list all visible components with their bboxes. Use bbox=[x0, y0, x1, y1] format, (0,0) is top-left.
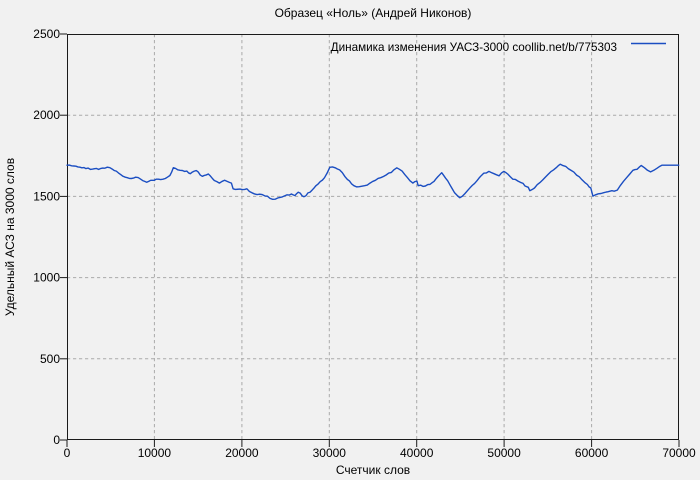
svg-text:1500: 1500 bbox=[33, 189, 60, 203]
svg-text:Удельный АСЗ на 3000 слов: Удельный АСЗ на 3000 слов bbox=[3, 158, 17, 316]
svg-text:50000: 50000 bbox=[487, 446, 521, 460]
svg-text:20000: 20000 bbox=[225, 446, 259, 460]
svg-text:10000: 10000 bbox=[138, 446, 172, 460]
svg-text:Счетчик слов: Счетчик слов bbox=[336, 463, 410, 477]
svg-text:60000: 60000 bbox=[575, 446, 609, 460]
svg-text:30000: 30000 bbox=[313, 446, 347, 460]
svg-text:0: 0 bbox=[53, 433, 60, 447]
svg-text:0: 0 bbox=[64, 446, 71, 460]
svg-text:2500: 2500 bbox=[33, 27, 60, 41]
svg-text:2000: 2000 bbox=[33, 108, 60, 122]
svg-text:40000: 40000 bbox=[400, 446, 434, 460]
svg-text:Динамика изменения УАСЗ-3000 c: Динамика изменения УАСЗ-3000 coollib.net… bbox=[331, 41, 617, 54]
svg-text:70000: 70000 bbox=[662, 446, 696, 460]
svg-text:500: 500 bbox=[40, 352, 60, 366]
svg-text:1000: 1000 bbox=[33, 271, 60, 285]
svg-text:Образец «Ноль» (Андрей Никонов: Образец «Ноль» (Андрей Никонов) bbox=[275, 6, 472, 20]
